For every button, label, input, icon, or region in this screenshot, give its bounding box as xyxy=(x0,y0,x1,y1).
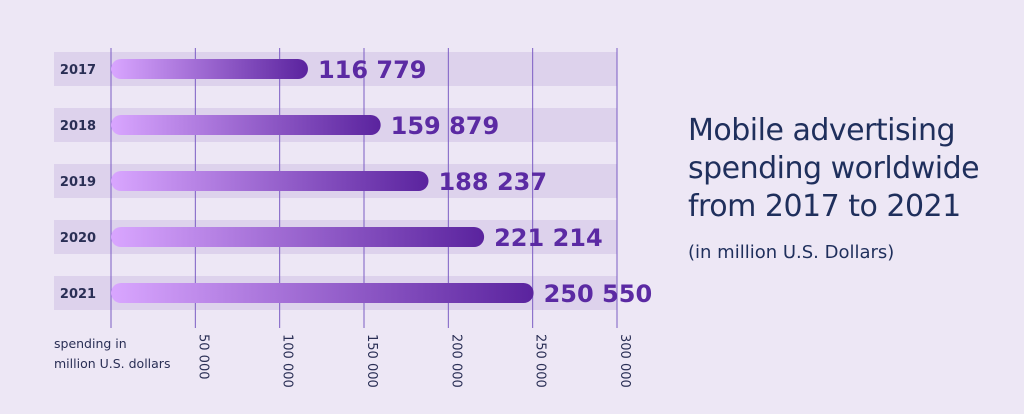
value-label: 116 779 xyxy=(318,56,427,84)
x-tick-label: 50 000 xyxy=(195,334,210,380)
title-block: Mobile advertising spending worldwide fr… xyxy=(688,112,1008,263)
bar xyxy=(111,227,485,247)
chart-subtitle: (in million U.S. Dollars) xyxy=(688,242,895,263)
x-axis-title: spending in million U.S. dollars xyxy=(54,336,170,371)
chart-title: Mobile advertising spending worldwide fr… xyxy=(688,113,980,224)
value-label: 250 550 xyxy=(544,280,653,308)
bar-chart: 2017 116 779 2018 159 879 2019 188 237 2020 221… xyxy=(54,48,653,388)
category-label: 2020 xyxy=(60,231,96,246)
bar xyxy=(111,171,429,191)
x-tick-label: 100 000 xyxy=(280,334,295,388)
bar xyxy=(111,115,381,135)
category-label: 2018 xyxy=(60,119,96,134)
value-label: 221 214 xyxy=(494,224,603,252)
x-tick-label: 250 000 xyxy=(533,334,548,388)
x-tick-label: 200 000 xyxy=(448,334,463,388)
value-label: 188 237 xyxy=(438,168,547,196)
bar xyxy=(111,59,308,79)
category-label: 2017 xyxy=(60,63,96,78)
category-label: 2021 xyxy=(60,287,96,302)
category-label: 2019 xyxy=(60,175,96,190)
bar xyxy=(111,283,534,303)
value-label: 159 879 xyxy=(391,112,500,140)
x-tick-label: 150 000 xyxy=(364,334,379,388)
x-tick-label: 300 000 xyxy=(617,334,632,388)
